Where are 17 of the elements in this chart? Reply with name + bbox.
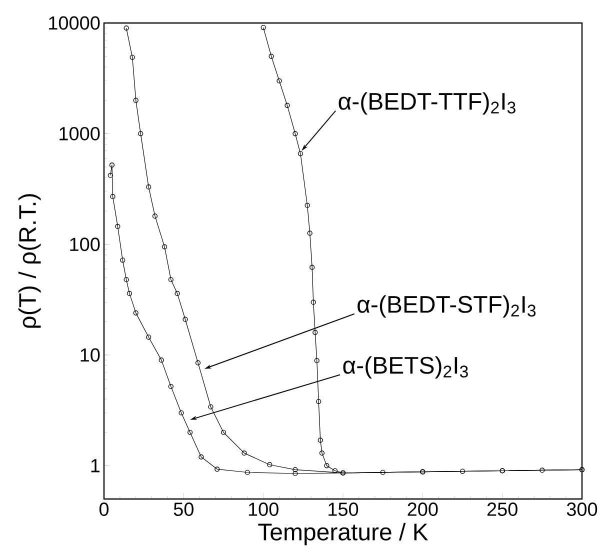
y-tick-label: 10000 <box>49 16 100 30</box>
y-tick-label: 1 <box>91 459 100 472</box>
y-tick-label: 1000 <box>60 126 100 140</box>
x-axis-title: Temperature / K <box>258 522 428 546</box>
annotation: α-(BEDT-STF)$_{2}$I$_{3}$ <box>358 295 536 318</box>
y-tick-label: 10 <box>80 348 100 362</box>
x-tick-label: 250 <box>487 502 518 516</box>
annotation: α-(BEDT-TTF)$_{2}$I$_{3}$ <box>338 92 516 115</box>
x-tick-label: 200 <box>408 502 438 516</box>
x-tick-label: 300 <box>566 502 598 516</box>
annotation: α-(BETS)$_{2}$I$_{3}$ <box>343 356 468 379</box>
x-tick-label: 150 <box>328 502 358 516</box>
y-tick-label: 100 <box>70 238 100 252</box>
y-axis-title: ρ(T) / ρ(R.T.) <box>18 194 41 328</box>
x-tick-label: 100 <box>248 502 278 516</box>
x-tick-label: 50 <box>174 502 194 516</box>
x-tick-label: 0 <box>99 502 109 516</box>
